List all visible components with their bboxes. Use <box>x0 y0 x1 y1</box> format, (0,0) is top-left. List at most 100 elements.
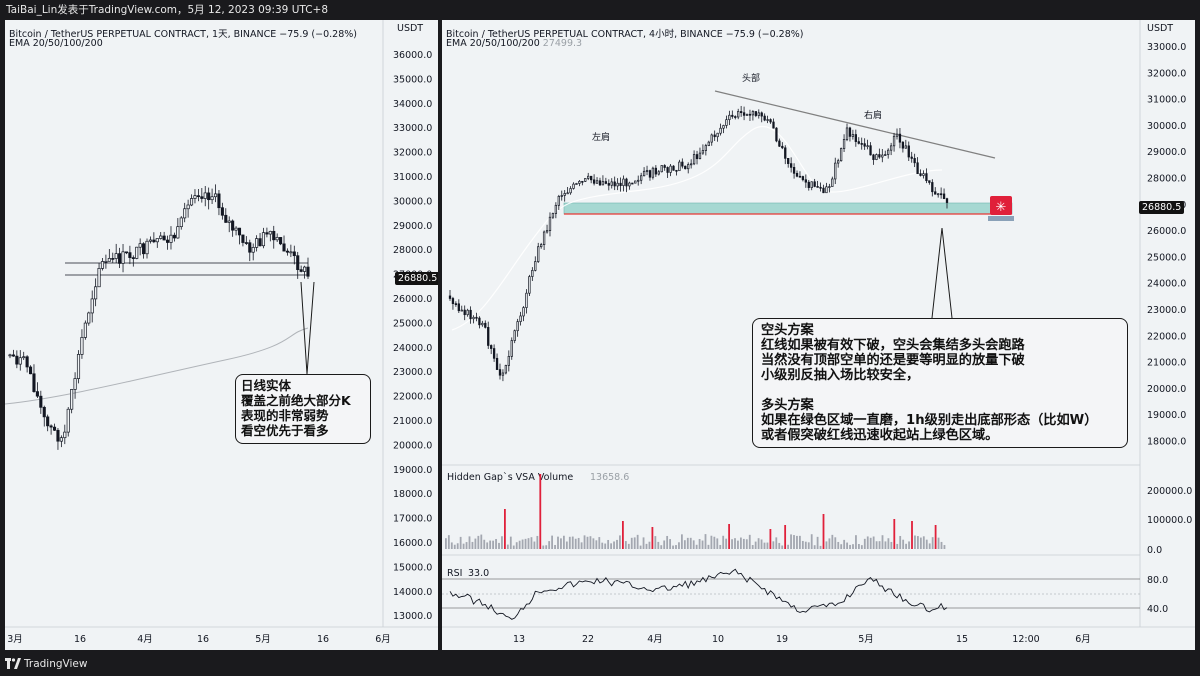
4h-candle <box>872 154 875 160</box>
volume-bar <box>563 535 565 549</box>
daily-candle <box>279 237 283 245</box>
daily-chart-panel[interactable]: Bitcoin / TetherUS PERPETUAL CONTRACT, 1… <box>5 20 438 650</box>
4h-candle <box>490 345 493 349</box>
daily-price-tick: 22000.0 <box>393 392 432 403</box>
daily-candle <box>138 243 142 248</box>
daily-candle <box>70 389 74 410</box>
daily-time-tick: 16 <box>74 634 86 645</box>
4h-candle <box>863 143 866 147</box>
4h-price-tick: 32000.0 <box>1147 68 1186 79</box>
daily-candle <box>282 243 286 252</box>
4h-candle <box>572 183 575 189</box>
daily-price-tick: 36000.0 <box>393 50 432 61</box>
4h-candle <box>666 167 669 173</box>
daily-candle <box>39 395 43 408</box>
4h-price-tick: 19000.0 <box>1147 410 1186 421</box>
daily-candle <box>306 266 310 277</box>
4h-time-tick: 19 <box>776 634 788 645</box>
volume-bar <box>701 540 704 549</box>
4h-candle <box>825 186 828 194</box>
daily-candle <box>265 232 269 235</box>
volume-bar <box>884 541 887 549</box>
4h-candle <box>584 178 587 182</box>
daily-candle <box>152 239 156 243</box>
4h-candle <box>754 111 757 116</box>
daily-candle <box>162 235 166 241</box>
4h-candle <box>645 170 649 172</box>
daily-candles-chart[interactable]: 36000.0 35000.0 34000.0 33000.0 32000.0 31000… <box>5 20 438 650</box>
volume-bar <box>710 535 713 549</box>
4h-candle <box>707 141 710 146</box>
4h-time-tick: 15 <box>956 634 968 645</box>
4h-candle <box>787 158 790 164</box>
4h-candle <box>745 113 749 116</box>
4h-price-tick: 30000.0 <box>1147 121 1186 132</box>
volume-bar <box>742 538 745 549</box>
volume-bar <box>863 538 866 549</box>
4h-last-price-tag: 26880.5 <box>1139 201 1185 214</box>
volume-bar <box>778 542 781 549</box>
daily-price-tick: 14000.0 <box>393 587 432 598</box>
4h-candle <box>540 244 543 248</box>
volume-bar <box>840 544 843 549</box>
volume-bar <box>683 540 686 549</box>
volume-axis: 200000.0 100000.0 0.0 <box>1147 486 1192 556</box>
daily-candle <box>118 253 122 264</box>
daily-candle <box>176 226 180 239</box>
4h-candle <box>851 134 855 137</box>
4h-candle <box>451 298 455 304</box>
volume-bar <box>937 537 940 549</box>
4h-candle <box>448 295 452 299</box>
volume-bar <box>757 538 760 549</box>
volume-bar <box>678 542 680 549</box>
4h-candles-chart[interactable]: 33000.0 32000.0 31000.0 30000.0 29000.0 28000… <box>442 20 1195 650</box>
4h-candle <box>716 132 719 138</box>
volume-bar <box>542 545 545 549</box>
volume-spike-bar <box>784 525 787 549</box>
4h-candle <box>922 173 925 176</box>
4h-candle <box>942 193 946 199</box>
daily-candle <box>121 251 125 264</box>
volume-bar <box>905 543 907 549</box>
volume-bar <box>483 539 486 549</box>
4h-candle <box>828 186 831 188</box>
daily-candle <box>155 238 159 243</box>
volume-bar <box>456 543 459 549</box>
4h-chart-panel[interactable]: Bitcoin / TetherUS PERPETUAL CONTRACT, 4… <box>442 20 1195 650</box>
volume-bar <box>465 542 468 549</box>
volume-bar <box>604 543 607 549</box>
4h-candle <box>569 188 572 194</box>
4h-candle <box>598 180 602 186</box>
4h-candle <box>557 195 560 206</box>
4h-candle <box>537 246 540 262</box>
4h-candle <box>845 127 849 140</box>
daily-candle <box>111 258 115 260</box>
volume-bar <box>858 544 860 549</box>
daily-candle <box>227 220 231 223</box>
4h-candle <box>519 315 522 322</box>
volume-bar <box>630 537 633 549</box>
4h-ema-value: 27499.3 <box>542 38 583 49</box>
4h-callout-pointer <box>931 227 953 319</box>
volume-bar <box>610 543 612 549</box>
rsi-tick: 80.0 <box>1147 575 1168 586</box>
volume-bar <box>860 545 863 549</box>
volume-spike-bar <box>769 529 772 549</box>
volume-bar <box>518 540 521 549</box>
4h-candle <box>625 178 628 187</box>
4h-candle <box>672 165 675 171</box>
4h-time-tick: 10 <box>712 634 724 645</box>
volume-bar <box>775 537 778 549</box>
volume-bar <box>852 544 854 549</box>
volume-spike-bar <box>651 527 654 549</box>
4h-candle <box>531 270 534 277</box>
daily-price-tick: 33000.0 <box>393 123 432 134</box>
4h-candle <box>469 309 472 320</box>
daily-candle <box>49 425 53 428</box>
daily-candle <box>22 356 26 359</box>
daily-price-tick: 19000.0 <box>393 465 432 476</box>
4h-candle <box>590 175 593 181</box>
4h-candle <box>813 181 816 187</box>
volume-bar <box>492 540 494 549</box>
volume-bar <box>793 535 795 549</box>
